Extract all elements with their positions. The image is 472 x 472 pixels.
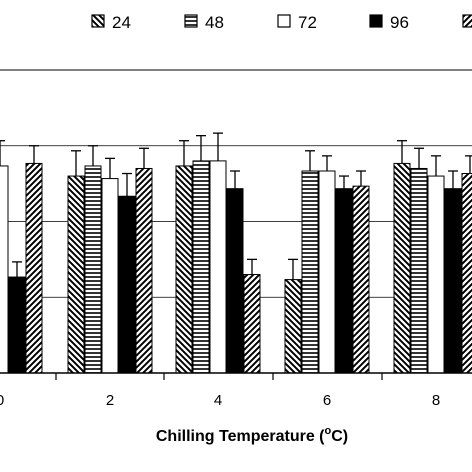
legend-swatch-96 (369, 14, 383, 28)
legend-swatch-120 (462, 14, 472, 28)
legend-label-48: 48 (205, 13, 224, 32)
x-ticks: 0 2 4 6 8 (0, 373, 440, 409)
bars (0, 160, 472, 374)
bar-72-0 (0, 165, 9, 374)
x-axis-title: Chilling Temperature (oC) (156, 425, 348, 445)
legend-label-24: 24 (112, 13, 131, 32)
bar-48-2 (84, 165, 102, 374)
bar-24-6 (284, 279, 302, 374)
bar-72-6 (318, 170, 336, 374)
bar-48-4 (192, 160, 210, 374)
bar-96-6 (335, 188, 353, 374)
bar-96-0 (8, 276, 26, 374)
bar-48-8 (410, 167, 428, 374)
bar-120-4 (243, 274, 261, 374)
bar-72-8 (427, 175, 445, 374)
bar-96-2 (118, 195, 136, 374)
bar-24-4 (175, 165, 193, 374)
bar-120-0 (25, 162, 43, 374)
legend-swatch-72 (277, 14, 291, 28)
bar-96-8 (444, 188, 462, 374)
bar-96-4 (226, 188, 244, 374)
x-tick-label: 0 (0, 392, 4, 409)
bar-24-2 (67, 175, 85, 374)
bar-120-6 (352, 185, 370, 374)
legend-label-96: 96 (390, 13, 409, 32)
axes (0, 69, 472, 374)
x-tick-label: 8 (432, 392, 440, 409)
bar-72-2 (101, 178, 119, 374)
bar-120-2 (135, 167, 153, 374)
bar-48-6 (301, 170, 319, 374)
legend: 24487296120 (91, 13, 472, 32)
x-tick-label: 2 (106, 392, 114, 409)
x-tick-label: 4 (214, 392, 222, 409)
legend-swatch-24 (91, 14, 105, 28)
x-tick-label: 6 (323, 392, 331, 409)
bar-72-4 (209, 160, 227, 374)
error-bars (0, 132, 472, 280)
legend-label-72: 72 (298, 13, 317, 32)
legend-swatch-48 (184, 14, 198, 28)
bar-24-8 (393, 162, 411, 374)
bar-120-8 (461, 173, 472, 374)
